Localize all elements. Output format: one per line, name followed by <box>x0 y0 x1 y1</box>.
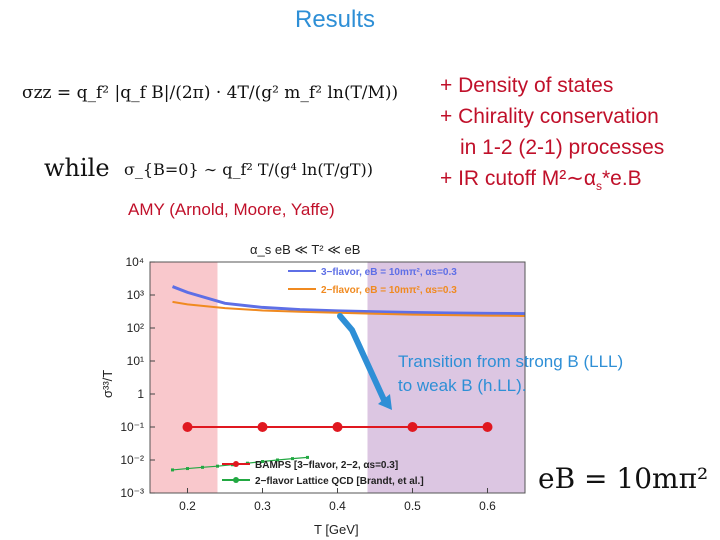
y-tick-label: 1 <box>137 387 144 401</box>
y-tick-label: 10⁻² <box>120 453 144 467</box>
slide-title: Results <box>294 6 376 33</box>
bullet-item: in 1-2 (2-1) processes <box>460 136 665 159</box>
y-tick-label: 10² <box>127 321 144 335</box>
y-tick-label: 10⁻³ <box>120 486 144 500</box>
legend-label: 2−flavor Lattice QCD [Brandt, et al.] <box>255 476 424 487</box>
bullet-subscript: s <box>595 179 602 194</box>
series-line <box>171 285 526 316</box>
eb-label: eB = 10mπ² <box>538 462 709 495</box>
series-marker <box>216 464 219 468</box>
transition-arrow-head <box>378 394 392 410</box>
series-marker <box>171 468 174 472</box>
series-marker <box>186 467 189 471</box>
series-marker <box>306 455 309 459</box>
series-marker <box>276 458 279 462</box>
legend-label: BAMPS [3−flavor, 2−2, αs=0.3] <box>255 460 398 471</box>
legend-label: 3−flavor, eB = 10mπ², αs=0.3 <box>321 267 457 278</box>
x-axis-label: T [GeV] <box>314 522 359 537</box>
bullet-item: + Chirality conservation <box>440 105 659 128</box>
while-word: while <box>44 154 110 182</box>
transition-caption: Transition from strong B (LLL) to weak B… <box>398 350 623 398</box>
x-tick-label: 0.3 <box>254 499 271 513</box>
x-tick-label: 0.2 <box>179 499 196 513</box>
y-tick-label: 10¹ <box>127 354 144 368</box>
shaded-region <box>150 262 218 493</box>
y-tick-label: 10⁴ <box>125 255 144 269</box>
bullet-item: + IR cutoff M²∼αs*e.B <box>440 163 664 202</box>
weak-field-equation: while σ_{B=0} ∼ q_f² T/(g⁴ ln(T/gT)) <box>44 150 373 194</box>
amy-caption: AMY (Arnold, Moore, Yaffe) <box>128 200 335 219</box>
y-axis-label: σ³³/T <box>100 370 115 398</box>
series-marker <box>261 460 264 464</box>
transition-line: to weak B (h.LL). <box>398 376 527 395</box>
transition-arrow <box>337 313 387 403</box>
series-marker <box>407 422 418 432</box>
bullet-item-text: + IR cutoff M²∼α <box>440 167 596 190</box>
series-line <box>172 300 526 317</box>
series-marker <box>291 457 294 461</box>
series-marker <box>332 422 343 432</box>
series-marker <box>201 465 204 469</box>
series-marker <box>182 422 193 432</box>
transition-line: Transition from strong B (LLL) <box>398 352 624 371</box>
x-tick-label: 0.6 <box>479 499 496 513</box>
sigma-zz-equation: σzz = q_f² |q_f B|/(2π) · 4T/(g² m_f² ln… <box>22 55 422 140</box>
legend-marker <box>233 461 239 467</box>
chart-title: α_s eB ≪ T² ≪ eB <box>250 242 360 257</box>
x-tick-label: 0.4 <box>329 499 346 513</box>
x-tick-label: 0.5 <box>404 499 421 513</box>
bullet-list: + Density of states + Chirality conserva… <box>440 70 664 202</box>
equation-text: σzz = q_f² |q_f B|/(2π) · 4T/(g² m_f² ln… <box>22 83 399 103</box>
series-marker <box>482 422 493 432</box>
weak-equation-text: σ_{B=0} ∼ q_f² T/(g⁴ ln(T/gT)) <box>124 160 374 179</box>
shaded-region <box>367 262 525 493</box>
bullet-item-tail: *e.B <box>601 167 642 190</box>
bullet-item: + Density of states <box>440 74 614 97</box>
y-tick-label: 10⁻¹ <box>120 420 144 434</box>
legend-marker <box>233 477 239 483</box>
series-marker <box>257 422 268 432</box>
legend-label: 2−flavor, eB = 10mπ², αs=0.3 <box>321 285 457 296</box>
y-tick-label: 10³ <box>127 288 144 302</box>
